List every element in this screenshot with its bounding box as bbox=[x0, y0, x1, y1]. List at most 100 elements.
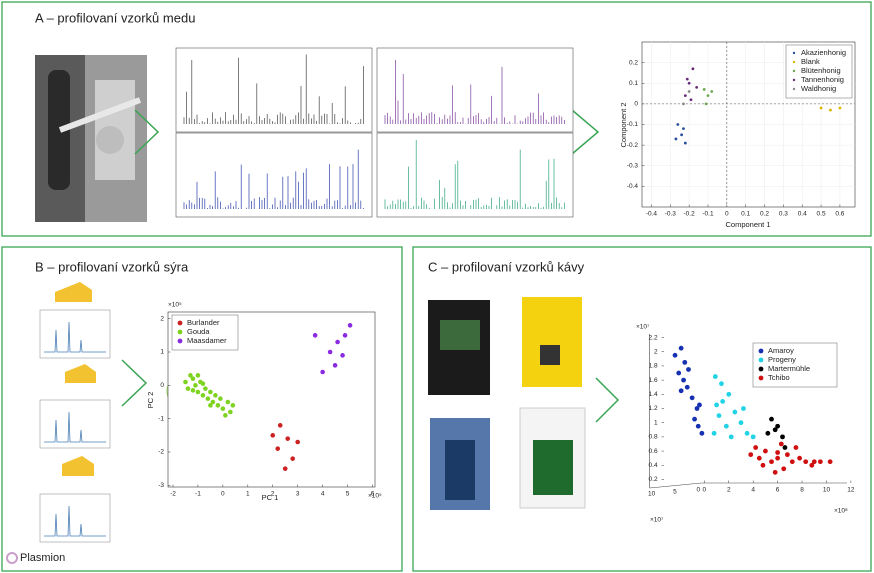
point bbox=[811, 459, 817, 465]
logo-mark bbox=[6, 552, 18, 564]
point bbox=[769, 416, 774, 422]
point bbox=[218, 396, 223, 401]
legend-marker bbox=[177, 338, 183, 344]
point bbox=[689, 98, 693, 102]
point bbox=[685, 77, 689, 81]
x-axis-label: PC 1 bbox=[262, 493, 279, 502]
y-tick-label: 1 bbox=[654, 419, 658, 426]
point bbox=[744, 430, 750, 436]
point bbox=[750, 434, 756, 440]
point bbox=[678, 345, 684, 351]
legend-marker bbox=[758, 375, 764, 381]
legend-marker bbox=[177, 320, 183, 326]
legend-entry: Tannenhonig bbox=[801, 75, 844, 84]
spectrum-frame bbox=[175, 132, 373, 218]
y-tick-label: -0.1 bbox=[627, 121, 639, 128]
legend-entry: Akazienhonig bbox=[801, 48, 846, 57]
point bbox=[793, 445, 799, 450]
point bbox=[719, 381, 724, 387]
point bbox=[689, 395, 695, 401]
point bbox=[220, 406, 226, 411]
x-tick-label: 0.3 bbox=[779, 211, 788, 218]
x-tick-label: 4 bbox=[321, 491, 325, 498]
point bbox=[720, 399, 726, 404]
point bbox=[695, 423, 701, 429]
spectrum-frame bbox=[376, 132, 574, 218]
x-tick-label: -0.1 bbox=[702, 211, 714, 218]
y-tick-label: 1.2 bbox=[649, 405, 658, 412]
point bbox=[190, 376, 196, 381]
point bbox=[230, 403, 236, 408]
cheese-samples bbox=[39, 282, 111, 543]
x-tick-label: 10 bbox=[823, 487, 831, 494]
legend-marker bbox=[177, 329, 183, 335]
point bbox=[711, 430, 717, 436]
point bbox=[683, 141, 687, 145]
legend-entry: Blank bbox=[801, 57, 820, 66]
y-tick-label: 1.6 bbox=[649, 377, 658, 384]
point bbox=[775, 423, 781, 429]
point bbox=[704, 102, 708, 106]
point bbox=[295, 439, 300, 445]
legend-marker bbox=[792, 51, 796, 55]
point bbox=[686, 367, 691, 372]
point bbox=[185, 386, 191, 391]
x-tick-label: 6 bbox=[371, 491, 375, 498]
panel-title: B – profilovaní vzorků sýra bbox=[35, 259, 189, 274]
point bbox=[205, 396, 211, 401]
point bbox=[829, 108, 832, 112]
legend-entry: Martermühle bbox=[768, 364, 810, 373]
x-tick-label: 0.4 bbox=[798, 211, 807, 218]
legend-entry: Tchibo bbox=[768, 373, 790, 382]
point bbox=[712, 374, 718, 379]
point bbox=[775, 450, 781, 455]
point bbox=[208, 403, 213, 408]
legend-entry: Maasdamer bbox=[187, 336, 227, 345]
spectrum-frame bbox=[376, 47, 574, 133]
point bbox=[223, 413, 228, 418]
coffee-products bbox=[428, 297, 586, 510]
depth-tick-label: 0 bbox=[697, 487, 701, 494]
point bbox=[748, 452, 754, 458]
point bbox=[193, 383, 198, 388]
x-tick-label: 2 bbox=[271, 491, 275, 498]
y-tick-label: 2 bbox=[160, 315, 164, 322]
y-tick-label: -1 bbox=[158, 415, 164, 422]
point bbox=[728, 434, 734, 440]
spectrum-line bbox=[183, 149, 364, 209]
point bbox=[200, 393, 206, 398]
point bbox=[327, 349, 333, 355]
point bbox=[678, 388, 684, 394]
legend-box bbox=[785, 44, 853, 99]
point bbox=[195, 373, 201, 378]
point bbox=[687, 81, 691, 85]
arrow bbox=[595, 377, 620, 423]
axis-line bbox=[649, 482, 702, 489]
spectrum-line bbox=[384, 59, 565, 124]
point bbox=[270, 433, 276, 438]
y-tick-label: 1 bbox=[160, 349, 164, 356]
point bbox=[672, 352, 678, 358]
x-exponent: ×10⁸ bbox=[834, 508, 848, 515]
point bbox=[716, 413, 722, 418]
point bbox=[312, 333, 318, 338]
instrument-photo bbox=[35, 55, 147, 222]
x-tick-label: 0 bbox=[725, 211, 729, 218]
x-tick-label: -0.3 bbox=[665, 211, 677, 218]
x-tick-label: 0.5 bbox=[817, 211, 826, 218]
legend-marker bbox=[758, 357, 764, 363]
point bbox=[699, 430, 705, 436]
point bbox=[838, 106, 842, 110]
point bbox=[687, 90, 691, 93]
y-tick-label: 0.2 bbox=[629, 59, 638, 66]
point bbox=[819, 106, 823, 110]
y-tick-label: 0.6 bbox=[649, 448, 658, 455]
x-tick-label: 3 bbox=[296, 491, 300, 498]
y-tick-label: 0.1 bbox=[629, 80, 638, 87]
point bbox=[723, 423, 729, 429]
point bbox=[809, 462, 815, 468]
spectrum-frame bbox=[175, 47, 373, 133]
x-tick-label: 4 bbox=[751, 487, 755, 494]
point bbox=[789, 459, 795, 465]
point bbox=[784, 452, 790, 458]
